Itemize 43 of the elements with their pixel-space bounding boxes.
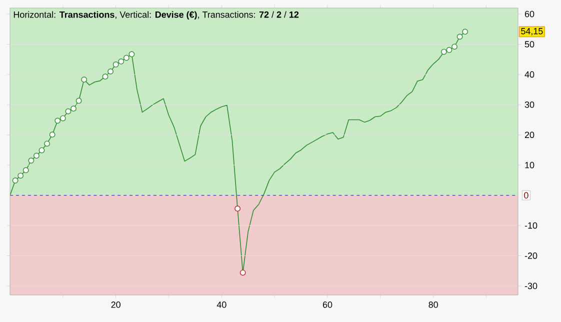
- x-tick-label: 80: [428, 302, 438, 308]
- point: [54, 118, 61, 124]
- point: [240, 270, 246, 276]
- y-tick-label: -10: [524, 222, 538, 229]
- point: [112, 62, 119, 68]
- point: [81, 76, 88, 83]
- y-tick-label: 60: [524, 10, 534, 18]
- point: [123, 54, 130, 61]
- point: [128, 51, 135, 58]
- y-tick-label: 10: [525, 162, 534, 168]
- point: [108, 68, 114, 74]
- point: [462, 28, 468, 35]
- point: [38, 147, 45, 154]
- point: [102, 74, 108, 80]
- point: [440, 48, 447, 55]
- chart-title: Horizontal: Transactions, Vertical: Devise (€), Transactions: 72 / 2 / 12: [14, 11, 299, 20]
- point: [12, 178, 18, 184]
- point: [452, 44, 458, 50]
- point: [70, 106, 76, 112]
- point: [446, 47, 452, 53]
- point: [234, 206, 240, 212]
- x-tick-label: 40: [216, 302, 226, 308]
- y-tick-label: 30: [524, 101, 534, 108]
- x-tick-label: 20: [111, 302, 120, 308]
- ref-line-label: 0: [524, 192, 528, 198]
- point: [60, 115, 66, 122]
- text: 54,15: [521, 28, 543, 36]
- x-tick-label: 60: [322, 302, 332, 308]
- y-tick-label: -30: [524, 282, 538, 290]
- y-tick-label: 20: [524, 132, 534, 138]
- y-tick-label: 40: [524, 71, 534, 78]
- point: [456, 34, 463, 40]
- y-tick-label: -20: [524, 252, 538, 259]
- point: [76, 98, 82, 104]
- point: [34, 152, 40, 159]
- point: [118, 58, 124, 64]
- point: [18, 172, 24, 179]
- point: [44, 140, 50, 147]
- point: [22, 167, 29, 174]
- point: [28, 158, 34, 164]
- point: [49, 132, 56, 138]
- y-tick-label: 50: [524, 41, 534, 48]
- point: [65, 108, 72, 114]
